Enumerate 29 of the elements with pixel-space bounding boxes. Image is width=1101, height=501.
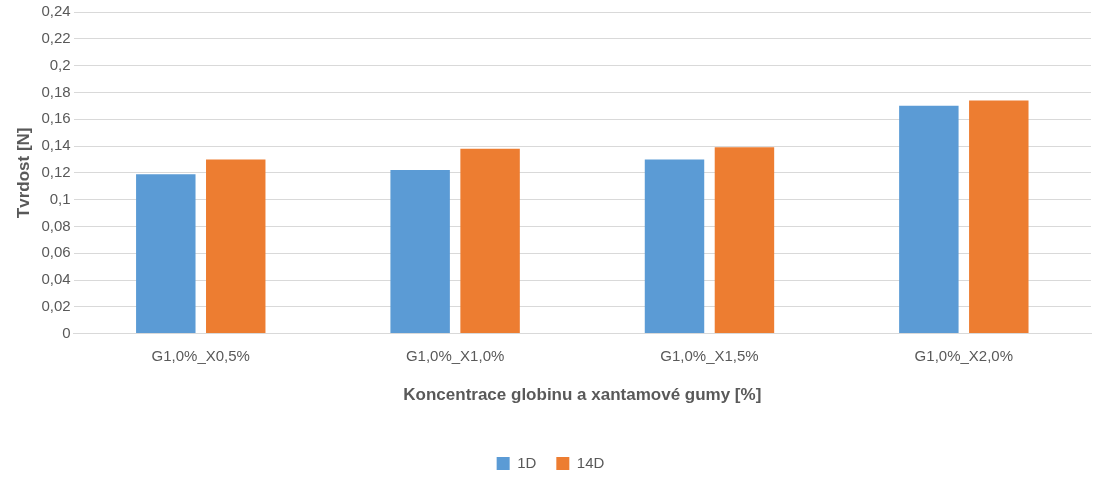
bar [136,174,196,334]
y-tick-label: 0,06 [41,243,71,261]
x-axis-title: Koncentrace globinu a xantamové gumy [%] [403,385,762,405]
y-tick-label: 0,14 [41,136,71,154]
bar [206,159,266,334]
bar [644,159,705,334]
bar [390,170,450,334]
y-axis-title: Tvrdost [N] [13,127,33,219]
y-tick-label: 0,18 [41,82,71,100]
x-tick-label: G1,0%_X1,0% [405,346,505,364]
y-tick-label: 0,08 [41,216,71,234]
x-tick-label: G1,0%_X0,5% [151,346,250,364]
bar [460,148,520,334]
y-tick-label: 0 [62,323,71,341]
y-tick-label: 0,24 [41,2,71,20]
y-tick-label: 0,04 [41,270,71,288]
y-tick-label: 0,12 [41,162,71,180]
legend-label: 1D [517,453,537,471]
y-tick-label: 0,02 [41,296,71,314]
bar [714,147,775,334]
y-tick-label: 0,1 [49,189,71,207]
x-tick-label: G1,0%_X2,0% [914,346,1014,364]
legend-label: 14D [576,453,605,471]
y-tick-label: 0,16 [41,109,71,127]
x-tick-label: G1,0%_X1,5% [660,346,759,364]
y-tick-label: 0,22 [41,28,71,46]
y-tick-label: 0,2 [49,55,71,73]
bar [899,105,959,334]
bar [969,100,1029,334]
